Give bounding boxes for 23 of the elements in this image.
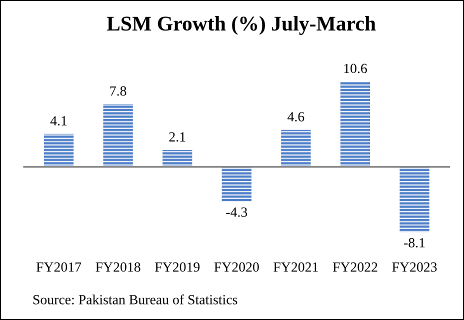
x-tick-label: FY2023: [392, 262, 437, 272]
x-tick-label: FY2021: [274, 262, 318, 272]
data-label: 4.1: [50, 116, 67, 126]
data-label: 7.8: [110, 86, 126, 96]
bar: [400, 166, 430, 232]
bar: [44, 134, 74, 167]
x-tick-label: FY2022: [332, 262, 378, 272]
data-label: -4.3: [226, 207, 248, 217]
x-tick-label: FY2020: [214, 262, 259, 272]
data-label: -8.1: [404, 238, 425, 248]
data-label: 10.6: [344, 64, 367, 74]
data-label: 2.1: [169, 132, 186, 142]
bar: [340, 82, 370, 167]
bar: [103, 104, 133, 167]
data-label: 4.6: [288, 112, 304, 122]
x-tick-label: FY2019: [154, 262, 200, 272]
bar: [162, 150, 192, 167]
x-tick-label: FY2018: [96, 262, 140, 272]
bar: [281, 130, 311, 167]
x-tick-label: FY2017: [36, 262, 82, 272]
chart-title: LSM Growth (%) July-March: [106, 16, 376, 35]
bar: [222, 166, 252, 202]
source-note: Source: Pakistan Bureau of Statistics: [33, 294, 238, 304]
